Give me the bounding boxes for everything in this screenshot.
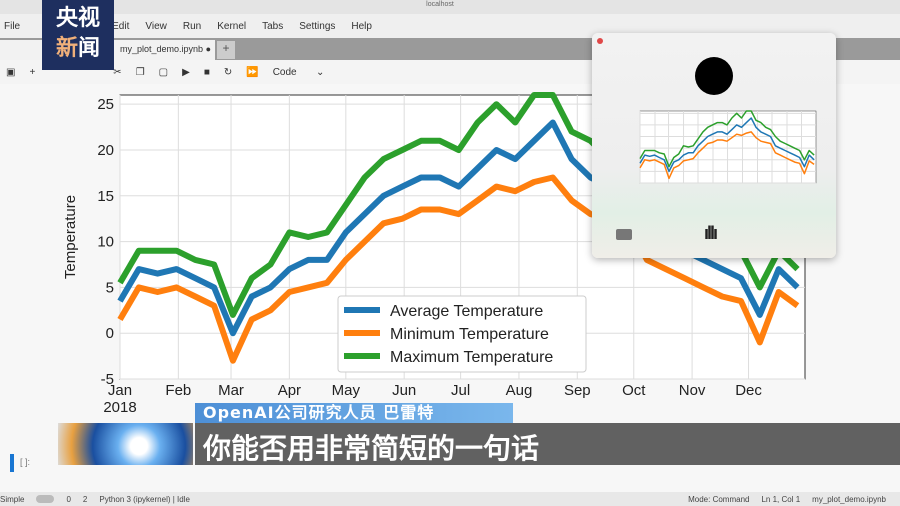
menu-kernel[interactable]: Kernel <box>217 20 247 32</box>
menu-run[interactable]: Run <box>182 20 202 32</box>
terminal-count: 0 <box>66 494 71 504</box>
x-tick-label: Feb <box>165 382 191 399</box>
series-line-1 <box>117 174 800 364</box>
url-text: localhost <box>426 1 454 8</box>
x-tick-label: Nov <box>679 382 706 399</box>
file-name-status: my_plot_demo.ipynb <box>812 494 886 504</box>
status-bar: Simple 0 2 Python 3 (ipykernel) | Idle M… <box>0 492 900 506</box>
cut-icon[interactable]: ✂ <box>113 66 122 78</box>
menu-tabs[interactable]: Tabs <box>262 20 284 32</box>
menu-settings[interactable]: Settings <box>299 20 336 32</box>
subtitle: 你能否用非常简短的一句话 <box>195 423 900 465</box>
x-tick-label: Apr <box>278 382 301 399</box>
y-tick-label: 20 <box>97 142 114 159</box>
x-tick-label: Jan <box>108 382 132 399</box>
run-icon[interactable]: ▶ <box>182 66 190 78</box>
kernel-status[interactable]: Python 3 (ipykernel) | Idle <box>99 494 190 504</box>
legend-label: Average Temperature <box>390 303 543 320</box>
x-tick-label: Dec <box>735 382 762 399</box>
y-tick-label: -5 <box>101 371 114 388</box>
cell-prompt: [ ]: <box>20 457 31 467</box>
copy-icon[interactable]: ❐ <box>135 66 145 78</box>
menu-edit[interactable]: Edit <box>112 20 130 32</box>
shared-screen-thumbnail <box>639 110 817 184</box>
active-cell-marker <box>10 454 14 472</box>
new-tab-button[interactable]: + <box>217 41 235 59</box>
menu-view[interactable]: View <box>145 20 167 32</box>
save-icon[interactable]: ▣ <box>6 66 16 78</box>
globe-graphic <box>58 423 193 465</box>
menu-bar: File Edit View Run Kernel Tabs Settings Help <box>0 14 900 38</box>
y-tick-label: 15 <box>97 188 114 205</box>
x-tick-year: 2018 <box>103 399 136 414</box>
simple-toggle[interactable] <box>36 495 55 503</box>
plus-icon[interactable]: + <box>29 66 36 78</box>
x-tick-label: Oct <box>622 382 646 399</box>
cursor-position: Ln 1, Col 1 <box>761 494 801 504</box>
x-tick-label: May <box>332 382 361 399</box>
menu-help[interactable]: Help <box>351 20 372 32</box>
browser-titlebar: localhost <box>0 0 900 14</box>
cell-type-select[interactable]: Code ⌄ <box>272 66 325 78</box>
series-line-0 <box>639 117 815 173</box>
y-axis-label: Temperature <box>62 195 79 279</box>
waveform-icon[interactable]: ıllı <box>704 223 718 243</box>
x-tick-label: Sep <box>564 382 591 399</box>
speaker-caption: OpenAI公司研究人员 巴雷特 <box>195 403 513 423</box>
cctv-news-logo: 央视 新闻 <box>42 0 114 70</box>
menu-file[interactable]: File <box>4 20 21 32</box>
series-line-2 <box>639 110 815 168</box>
simple-mode-label: Simple <box>0 494 25 504</box>
close-dot-icon[interactable] <box>597 38 603 44</box>
x-tick-label: Aug <box>506 382 533 399</box>
tab-label: my_plot_demo.ipynb <box>120 44 204 54</box>
y-tick-label: 0 <box>106 325 114 342</box>
fast-forward-icon[interactable]: ⏩ <box>246 66 259 78</box>
kernel-count: 2 <box>82 494 88 504</box>
voice-orb <box>695 57 733 95</box>
stop-icon[interactable]: ■ <box>203 66 210 78</box>
y-tick-label: 5 <box>106 279 114 296</box>
screen-icon[interactable] <box>616 229 632 240</box>
voice-assistant-window: ıllı <box>592 33 836 258</box>
mode-status: Mode: Command <box>688 494 750 504</box>
restart-icon[interactable]: ↻ <box>223 66 233 78</box>
legend <box>337 295 587 373</box>
y-tick-label: 25 <box>97 96 114 113</box>
y-tick-label: 10 <box>97 234 114 251</box>
series-line-1 <box>639 131 815 180</box>
x-tick-label: Jul <box>451 382 470 399</box>
paste-icon[interactable]: ▢ <box>158 66 169 78</box>
x-tick-label: Mar <box>218 382 244 399</box>
legend-label: Maximum Temperature <box>390 349 553 366</box>
legend-label: Minimum Temperature <box>390 326 549 343</box>
x-tick-label: Jun <box>392 382 416 399</box>
unsaved-dot-icon: ● <box>205 44 212 54</box>
